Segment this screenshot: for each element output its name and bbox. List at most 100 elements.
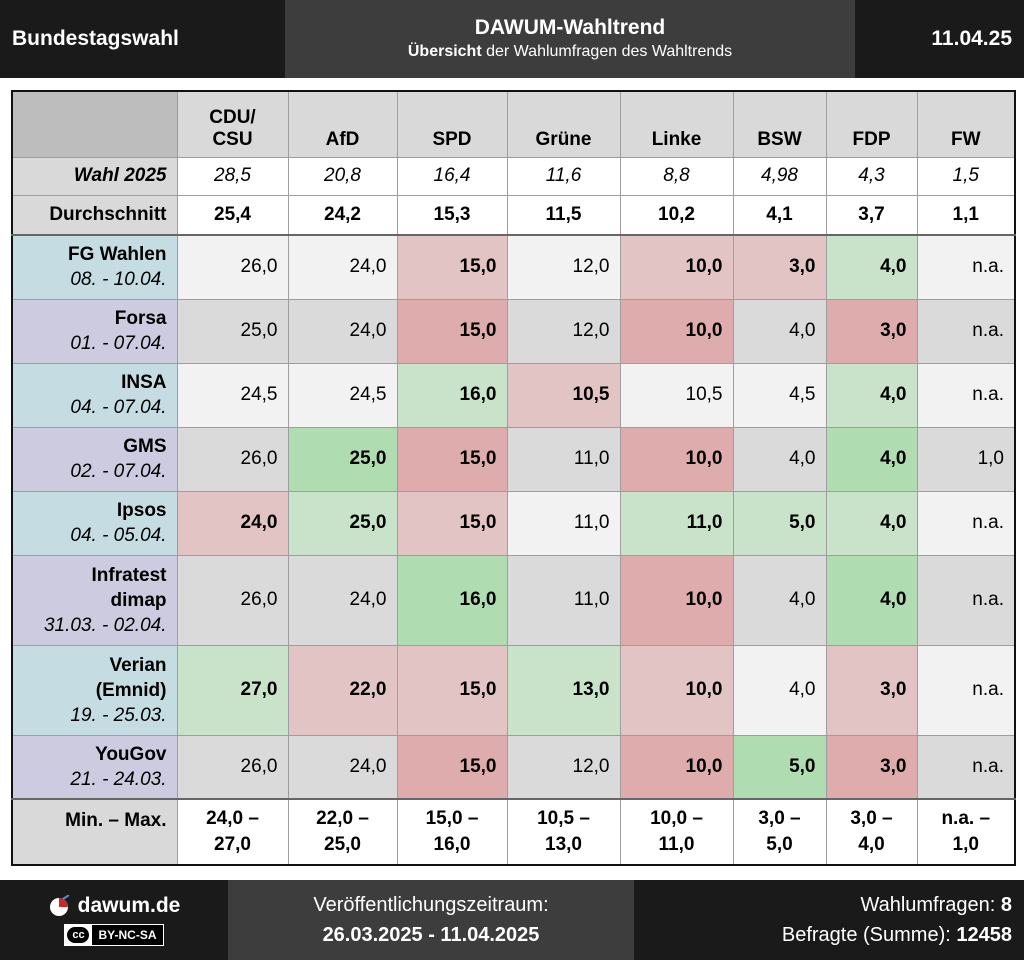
footer-stats-block: Wahlumfragen: 8 Befragte (Summe): 12458: [634, 880, 1024, 960]
brand-name: dawum.de: [77, 894, 181, 917]
average-value: 3,7: [825, 194, 918, 236]
institute-row: Verian (Emnid) 19. - 25.03. 27,0 22,0 15,0 13,…: [11, 644, 1016, 736]
party-header: FW: [916, 90, 1016, 158]
footer-brand-block: dawum.de cc BY-NC-SA: [0, 880, 228, 960]
institute-cell: Infratest dimap 31.03. - 02.04.: [11, 554, 178, 646]
header-title-block: DAWUM-Wahltrend Übersicht der Wahlumfrag…: [285, 0, 855, 78]
poll-value-cell: 12,0: [506, 234, 621, 300]
party-name: Grüne: [535, 128, 592, 150]
min-max-value: 10,0 – 11,0: [619, 798, 734, 866]
poll-value-cell: 4,0: [825, 362, 918, 428]
poll-value-cell: 11,0: [506, 554, 621, 646]
average-value: 25,4: [176, 194, 289, 236]
poll-value-cell: 3,0: [825, 734, 918, 800]
election-result-row: Wahl 2025 28,5 20,8 16,4 11,6 8,8 4,98 4…: [11, 156, 1016, 196]
poll-value-cell: 26,0: [176, 426, 289, 492]
institute-name: Verian: [109, 654, 167, 676]
institute-row: Ipsos 04. - 05.04. 24,0 25,0 15,0 11,0 11,0 5,0…: [11, 490, 1016, 556]
header-date: 11.04.25: [855, 0, 1024, 78]
brand: dawum.de: [48, 894, 181, 918]
min-max-value: 3,0 – 4,0: [825, 798, 918, 866]
election-result-value: 8,8: [619, 156, 734, 196]
subtitle-rest: der Wahlumfragen des Wahltrends: [481, 43, 733, 60]
party-header: AfD: [287, 90, 398, 158]
min-value: 22,0 –: [316, 808, 369, 829]
institute-name: GMS: [123, 436, 167, 457]
institute-name: dimap: [110, 589, 167, 611]
average-value: 15,3: [396, 194, 508, 236]
license-badge: cc BY-NC-SA: [64, 924, 164, 946]
institute-cell: Forsa 01. - 07.04.: [11, 298, 178, 364]
poll-value-cell: 3,0: [825, 644, 918, 736]
min-max-value: 15,0 – 16,0: [396, 798, 508, 866]
institute-row: Forsa 01. - 07.04. 25,0 24,0 15,0 12,0 10,0 4,0…: [11, 298, 1016, 364]
institute-cell: INSA 04. - 07.04.: [11, 362, 178, 428]
poll-value-cell: 15,0: [396, 298, 508, 364]
poll-value-cell: n.a.: [916, 298, 1016, 364]
party-header: Linke: [619, 90, 734, 158]
average-value: 11,5: [506, 194, 621, 236]
min-value: 10,0 –: [650, 808, 703, 829]
institute-row: YouGov 21. - 24.03. 26,0 24,0 15,0 12,0 10,0 5,…: [11, 734, 1016, 800]
poll-value-cell: 10,5: [506, 362, 621, 428]
election-name: Bundestagswahl: [0, 0, 285, 78]
poll-value-cell: 25,0: [287, 426, 398, 492]
institute-date: 04. - 05.04.: [70, 525, 167, 546]
poll-value-cell: 26,0: [176, 734, 289, 800]
poll-value-cell: 15,0: [396, 426, 508, 492]
poll-value-cell: 10,0: [619, 644, 734, 736]
institute-cell: FG Wahlen 08. - 10.04.: [11, 234, 178, 300]
institute-date: 19. - 25.03.: [70, 704, 167, 726]
average-value: 1,1: [916, 194, 1016, 236]
poll-value-cell: n.a.: [916, 362, 1016, 428]
max-value: 11,0: [658, 834, 695, 855]
poll-value-cell: 26,0: [176, 554, 289, 646]
average-value: 4,1: [732, 194, 827, 236]
poll-value-cell: 11,0: [506, 490, 621, 556]
institute-name: FG Wahlen: [67, 244, 167, 266]
average-value: 24,2: [287, 194, 398, 236]
institute-cell: GMS 02. - 07.04.: [11, 426, 178, 492]
institute-cell: YouGov 21. - 24.03.: [11, 734, 178, 800]
poll-value-cell: 24,0: [287, 298, 398, 364]
election-result-value: 4,3: [825, 156, 918, 196]
election-result-value: 11,6: [506, 156, 621, 196]
min-value: 3,0 –: [758, 808, 801, 829]
party-name-line2: CSU: [212, 128, 253, 150]
poll-value-cell: 3,0: [732, 234, 827, 300]
institute-name: INSA: [121, 372, 167, 393]
poll-value-cell: 4,0: [825, 554, 918, 646]
poll-value-cell: 15,0: [396, 490, 508, 556]
poll-value-cell: 5,0: [732, 490, 827, 556]
election-result-value: 1,5: [916, 156, 1016, 196]
party-name: AfD: [325, 128, 360, 150]
average-value: 10,2: [619, 194, 734, 236]
poll-value-cell: n.a.: [916, 734, 1016, 800]
subtitle-bold: Übersicht: [407, 43, 482, 60]
institute-cell: Verian (Emnid) 19. - 25.03.: [11, 644, 178, 736]
poll-value-cell: n.a.: [916, 644, 1016, 736]
poll-value-cell: 11,0: [506, 426, 621, 492]
max-value: 25,0: [324, 834, 361, 855]
poll-value-cell: n.a.: [916, 490, 1016, 556]
footer-period-block: Veröffentlichungszeitraum: 26.03.2025 - …: [228, 880, 634, 960]
period-value: 26.03.2025 - 11.04.2025: [322, 924, 540, 946]
institute-date: 21. - 24.03.: [70, 768, 167, 790]
min-max-value: 22,0 – 25,0: [287, 798, 398, 866]
party-name: BSW: [757, 128, 802, 150]
poll-value-cell: 4,0: [732, 298, 827, 364]
max-value: 5,0: [766, 834, 793, 855]
party-header: BSW: [732, 90, 827, 158]
poll-value-cell: 4,0: [732, 426, 827, 492]
election-result-value: 20,8: [287, 156, 398, 196]
poll-value-cell: 12,0: [506, 734, 621, 800]
poll-value-cell: 10,0: [619, 298, 734, 364]
poll-value-cell: 4,0: [732, 644, 827, 736]
party-header-row: CDU/CSU AfD SPD Grüne Linke BSW FDP FW: [11, 90, 1016, 158]
poll-table: CDU/CSU AfD SPD Grüne Linke BSW FDP FW W…: [11, 90, 1016, 866]
poll-value-cell: 3,0: [825, 298, 918, 364]
institute-date: 02. - 07.04.: [70, 461, 167, 482]
institute-row: FG Wahlen 08. - 10.04. 26,0 24,0 15,0 12,0 10,…: [11, 234, 1016, 300]
respondents-count: 12458: [956, 924, 1012, 946]
party-header: FDP: [825, 90, 918, 158]
